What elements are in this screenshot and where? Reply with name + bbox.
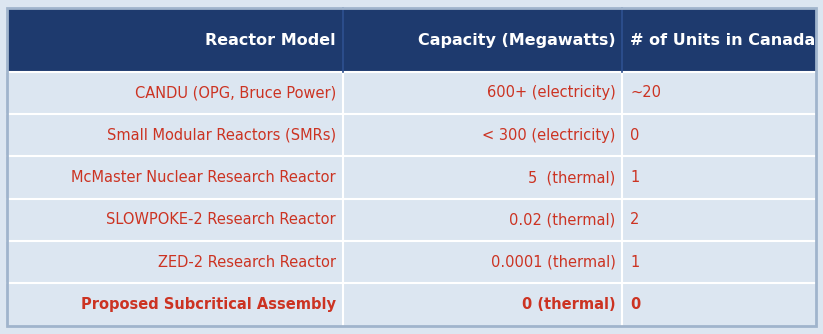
Text: ZED-2 Research Reactor: ZED-2 Research Reactor: [158, 255, 336, 270]
Text: 0: 0: [630, 297, 640, 312]
Text: < 300 (electricity): < 300 (electricity): [482, 128, 616, 143]
Text: Reactor Model: Reactor Model: [206, 33, 336, 47]
Bar: [7, 283, 816, 326]
Text: SLOWPOKE-2 Research Reactor: SLOWPOKE-2 Research Reactor: [106, 212, 336, 227]
Bar: [7, 156, 816, 199]
Bar: [7, 8, 816, 72]
Text: 5  (thermal): 5 (thermal): [528, 170, 616, 185]
Text: Capacity (Megawatts): Capacity (Megawatts): [418, 33, 616, 47]
Text: 1: 1: [630, 170, 639, 185]
Bar: [7, 72, 816, 114]
Text: McMaster Nuclear Research Reactor: McMaster Nuclear Research Reactor: [72, 170, 336, 185]
Text: ~20: ~20: [630, 86, 662, 101]
Bar: [7, 241, 816, 283]
Text: 0: 0: [630, 128, 639, 143]
Text: # of Units in Canada: # of Units in Canada: [630, 33, 816, 47]
Bar: [7, 199, 816, 241]
Text: 0 (thermal): 0 (thermal): [522, 297, 616, 312]
Text: Proposed Subcritical Assembly: Proposed Subcritical Assembly: [81, 297, 336, 312]
Text: CANDU (OPG, Bruce Power): CANDU (OPG, Bruce Power): [135, 86, 336, 101]
Text: 2: 2: [630, 212, 639, 227]
Bar: [7, 114, 816, 156]
Text: 1: 1: [630, 255, 639, 270]
Text: 600+ (electricity): 600+ (electricity): [486, 86, 616, 101]
Text: 0.0001 (thermal): 0.0001 (thermal): [491, 255, 616, 270]
Text: Small Modular Reactors (SMRs): Small Modular Reactors (SMRs): [107, 128, 336, 143]
Text: 0.02 (thermal): 0.02 (thermal): [509, 212, 616, 227]
